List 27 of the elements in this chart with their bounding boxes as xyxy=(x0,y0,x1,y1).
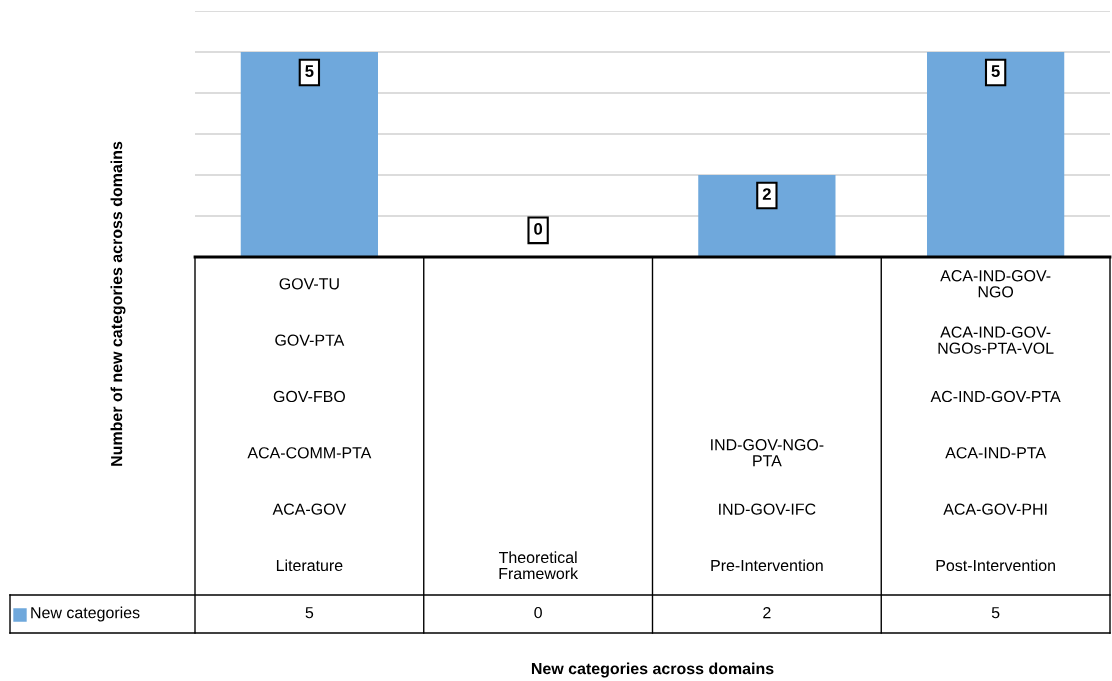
y-axis-title: Number of new categories across domains xyxy=(110,141,126,466)
text: ACA-IND-GOV-NGOs-PTA-VOL xyxy=(938,326,1054,354)
x-tick-label: Pre-Intervention xyxy=(711,559,823,572)
text: GOV-FBO xyxy=(273,390,345,403)
text: ACA-COMM-PTA xyxy=(247,447,372,459)
text: ACA-GOV-PHI xyxy=(943,503,1047,515)
text: 0 xyxy=(534,223,543,235)
data-label: 5 xyxy=(991,607,1000,619)
text: IND-GOV-IFC xyxy=(719,503,816,515)
text: IND-GOV-NGO-PTA xyxy=(711,439,824,467)
text: New categories across domains xyxy=(531,662,774,678)
text: 2 xyxy=(762,188,771,200)
legend-label: New categories xyxy=(31,606,140,622)
x-tick-label: Literature xyxy=(276,559,343,572)
data-label: 0 xyxy=(534,606,542,619)
text: ACA-IND-PTA xyxy=(945,447,1047,459)
text: 5 xyxy=(305,65,314,77)
text: AC-IND-GOV-PTA xyxy=(930,390,1061,403)
text: ACA-IND-GOV-NGO xyxy=(940,270,1051,298)
x-tick-label: Post-Intervention xyxy=(936,559,1055,572)
x-tick-label: Theoretical Framework xyxy=(498,551,579,580)
data-label: 2 xyxy=(763,606,771,619)
text: 5 xyxy=(991,65,1000,77)
text: GOV-TU xyxy=(279,278,339,290)
data-label: 5 xyxy=(305,607,314,619)
text: ACA-GOV xyxy=(272,503,347,515)
text: GOV-PTA xyxy=(275,334,345,346)
